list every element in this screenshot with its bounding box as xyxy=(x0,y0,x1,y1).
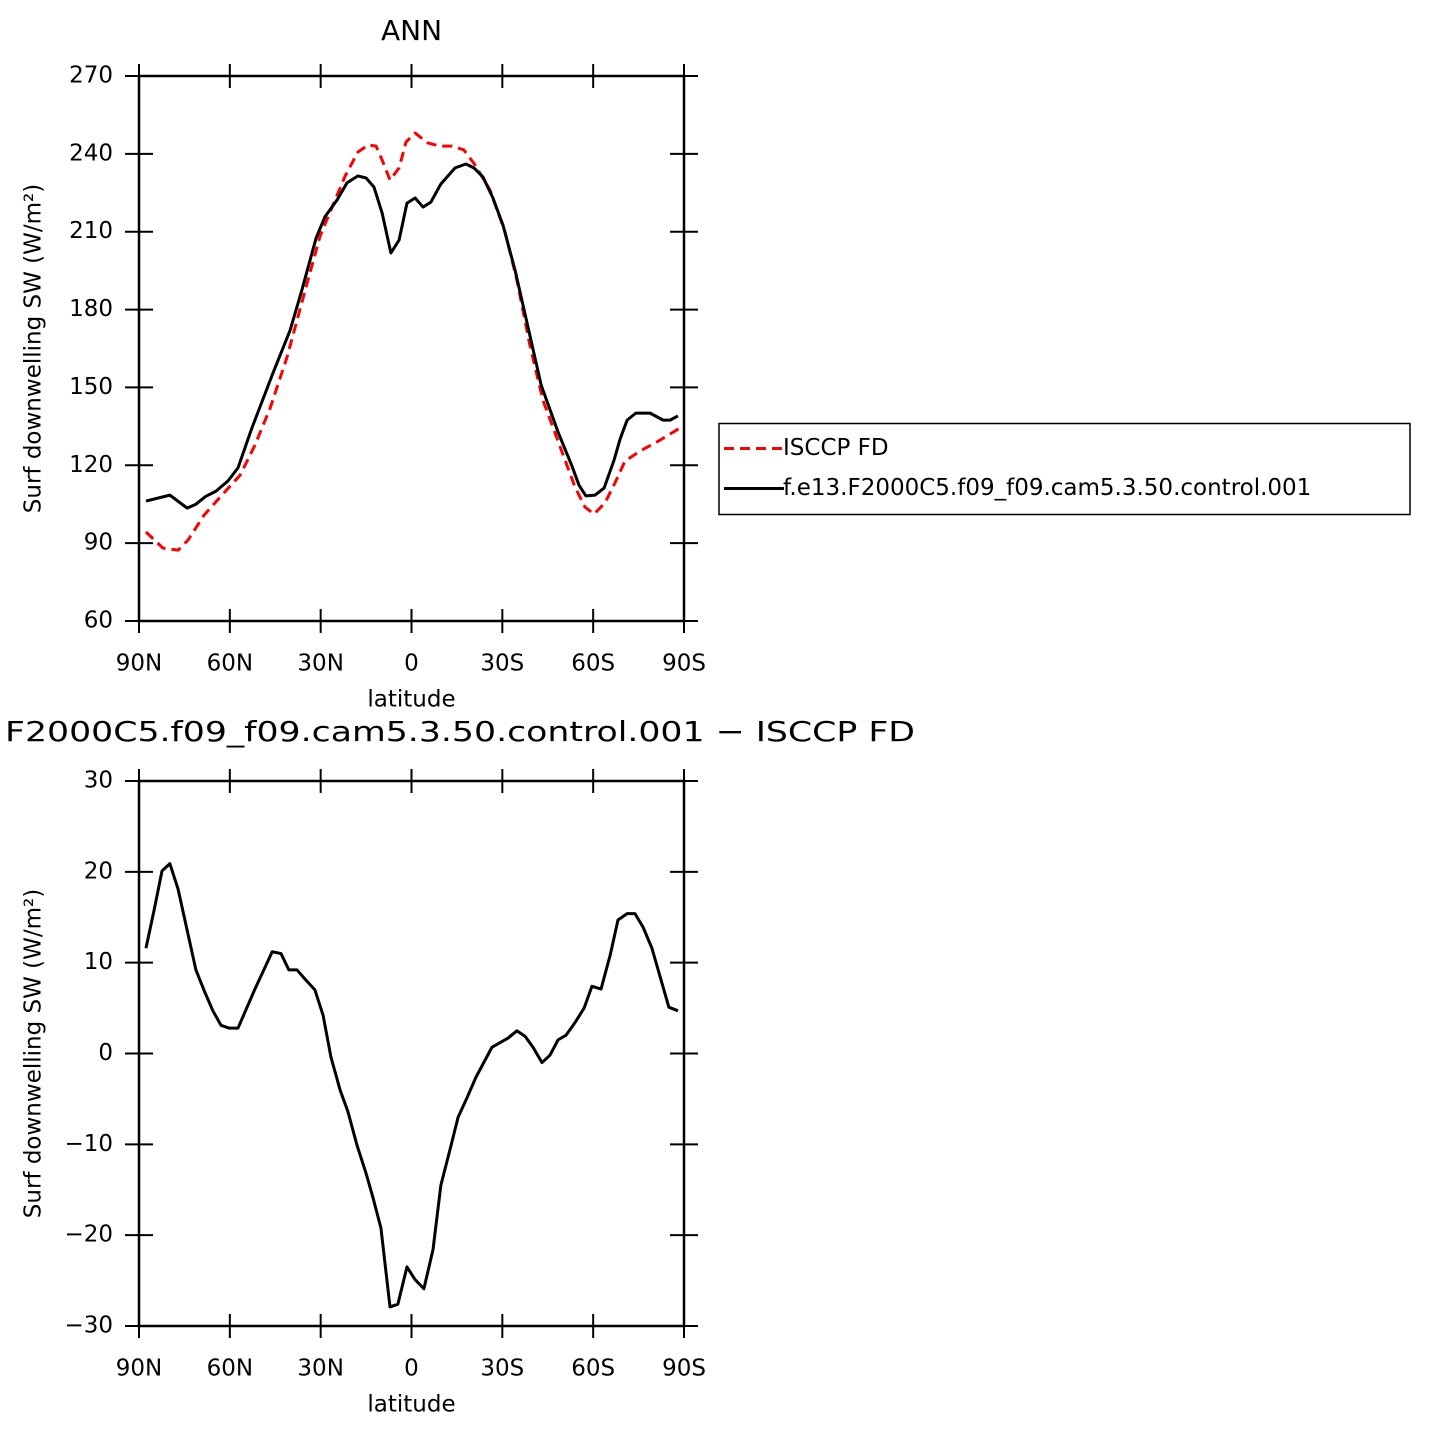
chart-title: F2000C5.f09_f09.cam5.3.50.control.001 − … xyxy=(5,715,915,748)
y-tick-label: 270 xyxy=(69,63,113,89)
y-tick-label: −10 xyxy=(64,1131,113,1157)
y-tick-label: 20 xyxy=(84,858,113,884)
y-tick-label: 120 xyxy=(69,452,113,478)
data-line xyxy=(144,131,681,552)
data-line xyxy=(144,862,679,1309)
y-axis-label: Surf downwelling SW (W/m²) xyxy=(21,184,47,513)
y-tick-label: 10 xyxy=(84,949,113,975)
y-tick-label: 60 xyxy=(84,608,113,634)
y-tick-label: 0 xyxy=(98,1040,113,1066)
x-tick-label: 60S xyxy=(571,1356,615,1382)
y-tick-label: 30 xyxy=(84,768,113,794)
legend-box xyxy=(718,422,1411,516)
plot-frame xyxy=(137,74,686,623)
data-line xyxy=(145,162,679,510)
y-tick-label: −30 xyxy=(64,1313,113,1339)
legend-label: f.e13.F2000C5.f09_f09.cam5.3.50.control.… xyxy=(783,475,1311,501)
legend-label: ISCCP FD xyxy=(783,435,889,461)
x-tick-label: 60S xyxy=(571,651,615,677)
x-tick-label: 60N xyxy=(207,1356,253,1382)
y-tick-label: 210 xyxy=(69,218,113,244)
x-axis-label: latitude xyxy=(367,687,455,713)
x-tick-label: 30S xyxy=(480,1356,524,1382)
x-tick-label: 0 xyxy=(404,651,419,677)
x-tick-label: 30N xyxy=(297,1356,343,1382)
x-tick-label: 90N xyxy=(116,1356,162,1382)
y-axis-label: Surf downwelling SW (W/m²) xyxy=(21,889,47,1218)
chart-title: ANN xyxy=(381,14,442,47)
x-tick-label: 0 xyxy=(404,1356,419,1382)
y-tick-label: 150 xyxy=(69,374,113,400)
x-tick-label: 30N xyxy=(297,651,343,677)
y-tick-label: 90 xyxy=(84,530,113,556)
y-tick-label: −20 xyxy=(64,1222,113,1248)
y-tick-label: 240 xyxy=(69,140,113,166)
x-tick-label: 90S xyxy=(662,651,706,677)
plot-frame xyxy=(137,779,686,1328)
y-tick-label: 180 xyxy=(69,296,113,322)
x-tick-label: 30S xyxy=(480,651,524,677)
x-tick-label: 90N xyxy=(116,651,162,677)
x-tick-label: 60N xyxy=(207,651,253,677)
x-axis-label: latitude xyxy=(367,1392,455,1418)
x-tick-label: 90S xyxy=(662,1356,706,1382)
